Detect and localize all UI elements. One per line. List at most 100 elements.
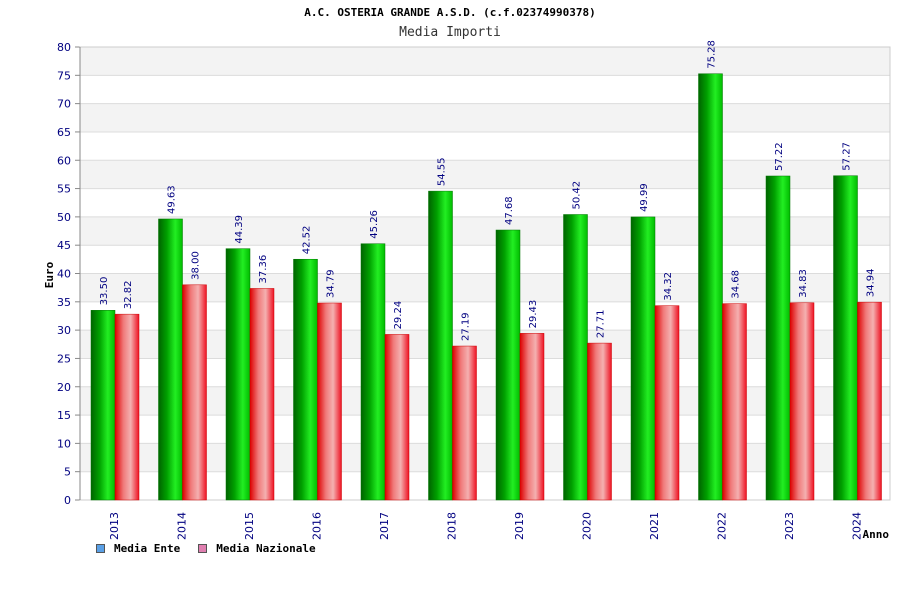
grid [80, 46, 890, 501]
bars [90, 73, 882, 501]
data-label-media-ente: 47.68 [504, 196, 515, 225]
bar-media-nazionale [722, 303, 747, 501]
x-tick-label: 2021 [648, 512, 661, 540]
y-tick-label: 60 [57, 154, 71, 167]
y-tick-label: 50 [57, 211, 71, 224]
bar-media-nazionale [587, 342, 612, 501]
data-labels: 33.50 32.82 49.63 38.00 44.39 37.36 42.52 34.79… [99, 40, 877, 341]
grid-band [80, 443, 890, 472]
grid-band [80, 160, 890, 189]
legend-item-media-ente: Media Ente [96, 542, 180, 555]
data-label-media-nazionale: 34.94 [866, 269, 877, 298]
bar-media-nazionale [114, 313, 140, 501]
bar-media-ente [630, 216, 656, 501]
y-tick-label: 25 [57, 352, 71, 365]
data-label-media-ente: 75.28 [707, 40, 718, 69]
bar-media-ente [428, 190, 453, 501]
y-tick-label: 0 [64, 494, 71, 507]
bar-media-nazionale [519, 333, 545, 501]
x-tick-label: 2014 [175, 512, 188, 540]
bar-media-nazionale [384, 334, 410, 501]
x-tick-label: 2013 [108, 512, 121, 540]
bar-media-ente [765, 175, 791, 501]
y-tick-label: 65 [57, 126, 71, 139]
data-label-media-nazionale: 34.32 [663, 272, 674, 301]
data-label-media-nazionale: 27.71 [596, 309, 607, 338]
grid-band [80, 330, 890, 359]
legend-item-media-nazionale: Media Nazionale [198, 542, 316, 555]
data-label-media-nazionale: 34.79 [326, 269, 337, 298]
y-tick-label: 30 [57, 324, 71, 337]
bar-media-nazionale [182, 284, 207, 501]
y-tick-label: 10 [57, 437, 71, 450]
data-label-media-ente: 50.42 [572, 181, 583, 210]
bar-media-nazionale [789, 302, 815, 501]
legend-label-media-ente: Media Ente [114, 542, 181, 555]
data-label-media-nazionale: 38.00 [191, 251, 202, 280]
axes: 0 5 10 15 20 25 30 35 40 45 50 55 60 65 70 75 80 Euro Anno… [43, 41, 891, 541]
legend: Media Ente Media Nazionale [96, 542, 334, 555]
y-tick-label: 20 [57, 381, 71, 394]
grid-band [80, 216, 890, 246]
data-label-media-nazionale: 27.19 [461, 312, 472, 341]
data-label-media-ente: 33.50 [99, 277, 110, 306]
x-tick-label: 2015 [243, 512, 256, 540]
x-tick-label: 2022 [715, 512, 728, 540]
y-tick-label: 45 [57, 239, 71, 252]
legend-swatch-media-nazionale [198, 544, 208, 553]
grid-band [80, 386, 890, 416]
bar-media-nazionale [654, 305, 680, 501]
data-label-media-ente: 49.63 [167, 185, 178, 214]
y-tick-label: 5 [64, 466, 71, 479]
x-tick-label: 2023 [783, 512, 796, 540]
chart-subtitle: Media Importi [399, 25, 501, 40]
bar-media-ente [563, 214, 588, 501]
chart-title: A.C. OSTERIA GRANDE A.S.D. (c.f.02374990… [304, 6, 596, 19]
bar-media-ente [90, 310, 116, 501]
bar-media-ente [495, 229, 521, 501]
bar-media-nazionale [317, 302, 342, 501]
data-label-media-ente: 42.52 [302, 226, 313, 255]
data-label-media-ente: 45.26 [369, 210, 380, 239]
data-label-media-ente: 44.39 [234, 215, 245, 244]
x-tick-label: 2016 [310, 512, 323, 540]
data-label-media-ente: 54.55 [437, 157, 448, 186]
bar-media-ente [360, 243, 386, 501]
x-tick-label: 2020 [580, 512, 593, 540]
data-label-media-nazionale: 32.82 [123, 281, 134, 310]
data-label-media-nazionale: 29.43 [528, 300, 539, 329]
y-tick-label: 35 [57, 296, 71, 309]
bar-media-ente [698, 73, 723, 501]
y-tick-label: 15 [57, 409, 71, 422]
x-tick-label: 2017 [378, 512, 391, 540]
grid-band [80, 103, 890, 132]
grid-band [80, 273, 890, 302]
y-tick-label: 40 [57, 268, 71, 281]
y-tick-label: 70 [57, 98, 71, 111]
y-tick-label: 80 [57, 41, 71, 54]
data-label-media-ente: 57.27 [842, 142, 853, 171]
data-label-media-nazionale: 37.36 [258, 255, 269, 284]
x-tick-label: 2019 [513, 512, 526, 540]
bar-media-nazionale [857, 301, 882, 501]
bar-media-ente [833, 175, 858, 501]
bar-media-ente [293, 258, 318, 501]
bar-media-nazionale [249, 288, 275, 501]
x-axis-label: Anno [863, 528, 890, 541]
legend-swatch-media-ente [96, 544, 105, 553]
data-label-media-nazionale: 34.83 [798, 269, 809, 298]
bar-media-ente [158, 218, 183, 501]
y-axis-label: Euro [43, 261, 56, 288]
x-tick-label: 2024 [850, 512, 863, 540]
data-label-media-ente: 57.22 [774, 142, 785, 171]
x-tick-label: 2018 [445, 512, 458, 540]
data-label-media-nazionale: 34.68 [731, 270, 742, 299]
data-label-media-ente: 49.99 [639, 183, 650, 212]
grid-band [80, 47, 890, 76]
bar-media-nazionale [452, 345, 477, 501]
y-tick-label: 75 [57, 69, 71, 82]
bar-media-ente [225, 248, 251, 501]
data-label-media-nazionale: 29.24 [393, 301, 404, 330]
y-tick-label: 55 [57, 183, 71, 196]
